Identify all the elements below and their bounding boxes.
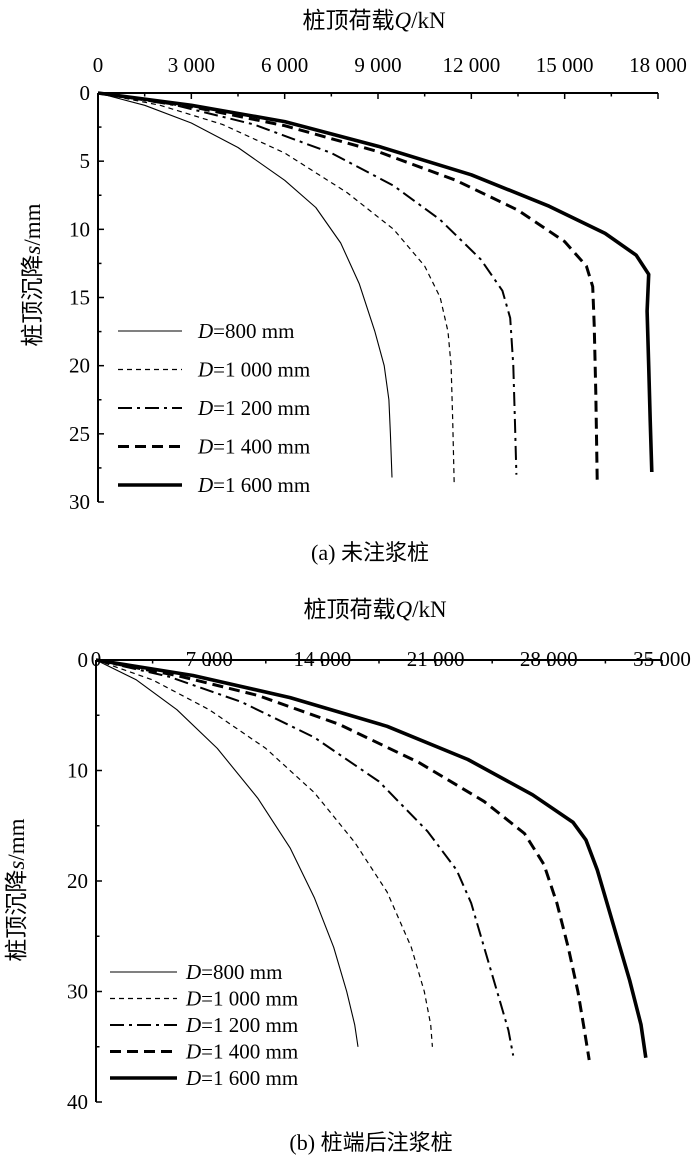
legend-value: =800 mm (213, 319, 294, 343)
series-line-4 (95, 658, 591, 1061)
series-line-4 (97, 91, 599, 486)
legend-value: =1 200 mm (213, 396, 310, 420)
legend-variable: D (185, 960, 201, 984)
x-axis-title-text: 桩顶荷载 (303, 597, 395, 622)
chart-caption: (a) 未注浆桩 (311, 540, 429, 565)
series-line-5 (97, 91, 654, 473)
legend-value: =1 000 mm (213, 358, 310, 382)
legend-variable: D (185, 1040, 201, 1064)
y-tick-label: 20 (67, 869, 88, 893)
x-tick-label: 0 (93, 53, 104, 77)
x-tick-label: 21 000 (407, 647, 465, 671)
x-tick-label: 28 000 (520, 647, 578, 671)
x-axis-title-variable: Q (394, 8, 411, 33)
series-line-1 (95, 659, 359, 1047)
y-tick-label: 10 (69, 217, 90, 241)
x-axis-title-variable: Q (395, 597, 412, 622)
y-tick-label: 30 (69, 490, 90, 514)
chart-caption: (b) 桩端后注浆桩 (289, 1130, 452, 1155)
legend-label-1: D=800 mm (197, 319, 294, 343)
legend-variable: D (185, 1066, 201, 1090)
y-axis-title-text: 桩顶沉降 (4, 870, 29, 962)
x-tick-label: 35 000 (633, 647, 691, 671)
x-tick-label: 3 000 (168, 53, 215, 77)
legend-label-4: D=1 400 mm (197, 435, 310, 459)
legend-label-4: D=1 400 mm (185, 1040, 298, 1064)
y-tick-label: 40 (67, 1090, 88, 1114)
legend-variable: D (185, 1013, 201, 1037)
legend-value: =1 400 mm (201, 1040, 298, 1064)
legend-label-3: D=1 200 mm (185, 1013, 298, 1037)
legend-value: =800 mm (201, 960, 282, 984)
series-line-2 (95, 659, 433, 1047)
chart-panel-b: 0 7 000 14 000 21 000 28 000 35 000 0 10 20 30 40 桩… (4, 597, 691, 1155)
series-line-3 (95, 659, 515, 1056)
y-axis-title: 桩顶沉降s/mm (4, 818, 29, 961)
legend-variable: D (185, 987, 201, 1011)
legend-variable: D (197, 473, 213, 497)
y-axis-title-unit: /mm (20, 203, 45, 245)
legend-label-1: D=800 mm (185, 960, 282, 984)
legend-value: =1 600 mm (201, 1066, 298, 1090)
legend-variable: D (197, 435, 213, 459)
y-tick-label: 30 (67, 980, 88, 1004)
x-tick-label: 7 000 (186, 647, 233, 671)
x-tick-label: 0 (91, 647, 102, 671)
legend-variable: D (197, 396, 213, 420)
series-line-2 (97, 92, 455, 485)
x-axis-title-text: 桩顶荷载 (302, 8, 394, 33)
y-axis-title: 桩顶沉降s/mm (20, 203, 45, 346)
y-axis-title-text: 桩顶沉降 (20, 255, 45, 347)
y-tick-label: 25 (69, 422, 90, 446)
x-tick-label: 15 000 (536, 53, 594, 77)
x-tick-label: 9 000 (354, 53, 401, 77)
legend-value: =1 400 mm (213, 435, 310, 459)
y-tick-label: 15 (69, 286, 90, 310)
legend-value: =1 200 mm (201, 1013, 298, 1037)
legend-label-5: D=1 600 mm (185, 1066, 298, 1090)
legend-label-3: D=1 200 mm (197, 396, 310, 420)
x-tick-label: 12 000 (442, 53, 500, 77)
legend-value: =1 000 mm (201, 987, 298, 1011)
y-tick-label: 0 (80, 81, 91, 105)
chart-panel-a: 0 3 000 6 000 9 000 12 000 15 000 18 000 0 5 10 15… (20, 8, 687, 565)
y-axis-title-variable: s (4, 861, 29, 870)
x-tick-label: 14 000 (294, 647, 352, 671)
y-tick-label: 20 (69, 354, 90, 378)
legend-variable: D (197, 358, 213, 382)
x-axis-title-unit: /kN (412, 597, 447, 622)
y-tick-label: 10 (67, 759, 88, 783)
y-tick-label: 0 (78, 648, 89, 672)
x-tick-label: 6 000 (261, 53, 308, 77)
x-axis-title-unit: /kN (411, 8, 446, 33)
legend-label-2: D=1 000 mm (185, 987, 298, 1011)
legend-label-5: D=1 600 mm (197, 473, 310, 497)
y-tick-label: 5 (80, 149, 91, 173)
series-line-3 (97, 92, 518, 475)
x-tick-label: 18 000 (629, 53, 687, 77)
series-line-5 (95, 658, 648, 1059)
series-line-1 (97, 92, 393, 478)
y-axis-title-unit: /mm (4, 818, 29, 860)
legend-label-2: D=1 000 mm (197, 358, 310, 382)
legend-value: =1 600 mm (213, 473, 310, 497)
y-axis-title-variable: s (20, 246, 45, 255)
x-axis-title: 桩顶荷载Q/kN (302, 8, 446, 33)
x-axis-title: 桩顶荷载Q/kN (303, 597, 447, 622)
legend-variable: D (197, 319, 213, 343)
